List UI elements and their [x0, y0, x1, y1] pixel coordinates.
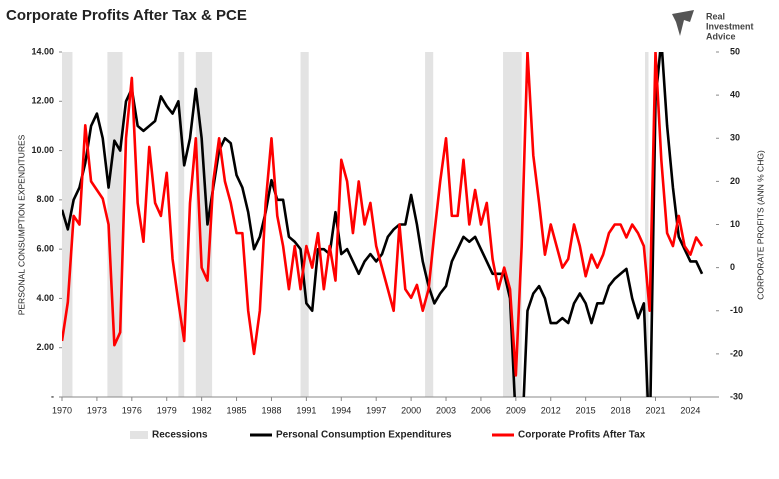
logo-text: Real: [706, 11, 725, 21]
y2-tick-label: -20: [730, 348, 743, 358]
y-tick-label: 14.00: [31, 46, 54, 56]
recession-band: [300, 52, 309, 397]
y-tick-label: 4.00: [36, 293, 54, 303]
x-tick-label: 1994: [331, 405, 351, 415]
x-tick-label: 2024: [680, 405, 700, 415]
y2-axis-title: CORPORATE PROFITS (ANN % CHG): [755, 150, 765, 300]
logo-icon: [672, 10, 694, 36]
x-tick-label: 1997: [366, 405, 386, 415]
recession-band: [195, 52, 213, 397]
y2-tick-label: 50: [730, 46, 740, 56]
x-tick-label: 1982: [192, 405, 212, 415]
y2-tick-label: 20: [730, 176, 740, 186]
y2-tick-label: 30: [730, 133, 740, 143]
y2-tick-label: 0: [730, 262, 735, 272]
x-tick-label: 2012: [541, 405, 561, 415]
x-tick-label: 1973: [87, 405, 107, 415]
x-tick-label: 2018: [611, 405, 631, 415]
y-tick-label: 12.00: [31, 96, 54, 106]
legend-swatch: [130, 431, 148, 439]
y-tick-label: 8.00: [36, 194, 54, 204]
x-tick-label: 2021: [645, 405, 665, 415]
y2-tick-label: -30: [730, 391, 743, 401]
y-tick-label: 6.00: [36, 244, 54, 254]
recession-band: [107, 52, 123, 397]
series-line: [62, 52, 704, 397]
recession-bands: [62, 52, 649, 397]
x-tick-label: 2009: [506, 405, 526, 415]
x-tick-label: 1976: [122, 405, 142, 415]
y2-tick-label: 40: [730, 90, 740, 100]
x-tick-label: 2006: [471, 405, 491, 415]
x-tick-label: 2015: [576, 405, 596, 415]
y-tick-label: 2.00: [36, 342, 54, 352]
x-tick-label: 2000: [401, 405, 421, 415]
recession-band: [425, 52, 434, 397]
x-tick-label: 1988: [261, 405, 281, 415]
legend-label: Recessions: [152, 430, 208, 441]
x-tick-label: 2003: [436, 405, 456, 415]
recession-band: [503, 52, 522, 397]
recession-band: [645, 52, 649, 397]
x-tick-label: 1985: [227, 405, 247, 415]
y-tick-label: 10.00: [31, 145, 54, 155]
series-line: [62, 52, 704, 377]
y-tick-label: -: [51, 391, 54, 401]
legend-label: Personal Consumption Expenditures: [276, 430, 452, 441]
x-tick-label: 1991: [296, 405, 316, 415]
series-group: [62, 52, 704, 397]
chart-title: Corporate Profits After Tax & PCE: [6, 7, 247, 24]
y2-tick-label: 10: [730, 219, 740, 229]
x-tick-label: 1970: [52, 405, 72, 415]
logo-text: Investment: [706, 21, 754, 31]
y2-tick-label: -10: [730, 305, 743, 315]
series-group: [62, 52, 704, 377]
legend-label: Corporate Profits After Tax: [518, 430, 646, 441]
y-axis-title: PERSONAL CONSUMPTION EXPENDITURES: [16, 134, 26, 315]
recession-band: [178, 52, 185, 397]
x-tick-label: 1979: [157, 405, 177, 415]
logo-text: Advice: [706, 31, 736, 41]
logo: Real Investment Advice: [672, 10, 754, 41]
